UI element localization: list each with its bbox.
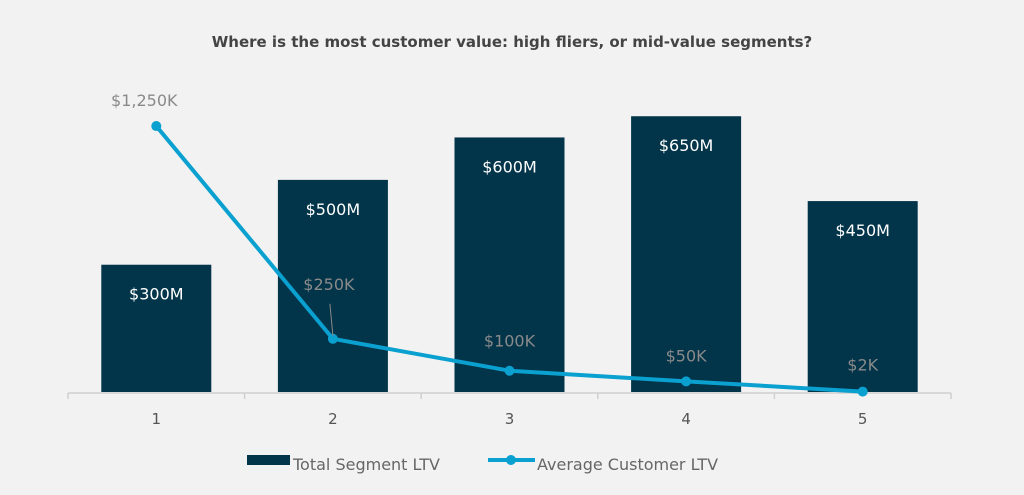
line-point [151, 121, 162, 132]
x-tick-label: 4 [681, 410, 691, 428]
legend: Total Segment LTV Average Customer LTV [247, 455, 718, 474]
legend-marker [506, 455, 516, 465]
bar [277, 179, 388, 392]
legend-label-bar: Total Segment LTV [292, 455, 440, 474]
bar [454, 137, 565, 392]
line-point [857, 386, 868, 397]
bar-data-label: $300M [129, 285, 184, 304]
line-data-label: $1,250K [111, 91, 178, 110]
line-point [681, 376, 692, 387]
x-tick-label: 1 [152, 410, 162, 428]
chart-title: Where is the most customer value: high f… [212, 33, 813, 51]
line-data-label: $2K [847, 356, 878, 375]
bar-data-label: $600M [482, 157, 537, 176]
bar [807, 201, 918, 392]
legend-label-line: Average Customer LTV [537, 455, 718, 474]
line-data-label: $250K [303, 275, 355, 294]
bar [101, 264, 212, 392]
x-tick-label: 2 [328, 410, 338, 428]
bar [631, 116, 742, 392]
line-data-label: $50K [666, 346, 708, 365]
line-point [327, 333, 338, 344]
bar-data-label: $500M [306, 200, 361, 219]
x-tick-label: 5 [858, 410, 868, 428]
leader-line [329, 303, 334, 336]
x-tick-label: 3 [505, 410, 515, 428]
bar-data-label: $450M [835, 221, 890, 240]
legend-swatch-bar [247, 455, 290, 465]
line-data-label: $100K [484, 332, 536, 351]
bar-data-label: $650M [659, 136, 714, 155]
line-point [504, 365, 515, 376]
